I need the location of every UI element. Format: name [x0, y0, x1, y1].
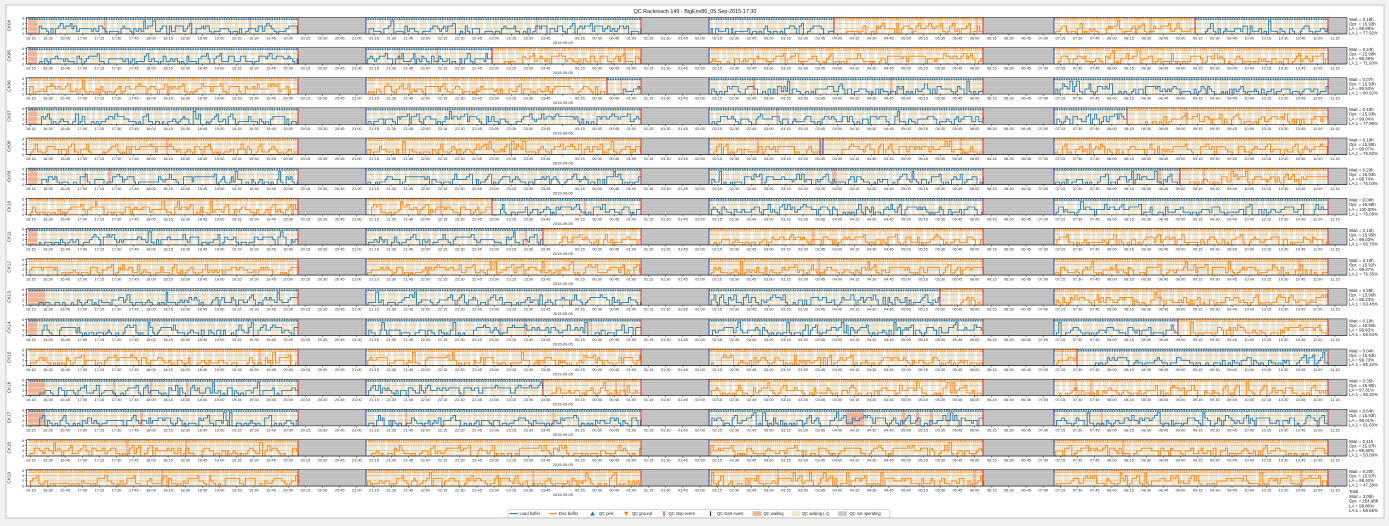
svg-text:0246: 0246: [22, 409, 24, 429]
svg-text:2015-09-05: 2015-09-05: [553, 372, 573, 377]
svg-text:2015-09-05: 2015-09-05: [553, 221, 573, 226]
svg-text:2015-09-05: 2015-09-05: [553, 462, 573, 467]
svg-text:2015-09-05: 2015-09-05: [553, 40, 573, 45]
svg-text:2015-09-05: 2015-09-05: [553, 130, 573, 135]
svg-text:0246: 0246: [22, 378, 24, 398]
svg-text:2015-09-05: 2015-09-05: [553, 251, 573, 256]
svg-text:2015-09-05: 2015-09-05: [553, 492, 573, 497]
svg-text:0246: 0246: [22, 288, 24, 308]
svg-text:2015-09-05: 2015-09-05: [553, 191, 573, 196]
svg-text:0246: 0246: [22, 348, 24, 368]
svg-text:0246: 0246: [22, 469, 24, 489]
svg-text:0246: 0246: [22, 318, 24, 338]
svg-text:CK08: CK08: [7, 140, 12, 152]
svg-text:0246: 0246: [22, 228, 24, 248]
svg-text:CK06: CK06: [7, 80, 12, 92]
svg-text:2015-09-05: 2015-09-05: [553, 432, 573, 437]
svg-text:CK09: CK09: [7, 170, 12, 182]
svg-text:0246: 0246: [22, 439, 24, 459]
svg-text:CK04: CK04: [7, 19, 12, 31]
svg-text:CK05: CK05: [7, 50, 12, 62]
svg-text:2015-09-05: 2015-09-05: [553, 402, 573, 407]
svg-text:2015-09-05: 2015-09-05: [553, 70, 573, 75]
svg-text:CK16: CK16: [7, 381, 12, 393]
svg-text:CK19: CK19: [7, 472, 12, 484]
svg-text:0246: 0246: [22, 77, 24, 97]
svg-text:2015-09-05: 2015-09-05: [553, 341, 573, 346]
svg-text:0246: 0246: [22, 47, 24, 67]
svg-text:CK12: CK12: [7, 261, 12, 273]
svg-text:0246: 0246: [22, 167, 24, 187]
svg-text:CK18: CK18: [7, 442, 12, 454]
svg-text:QC Rackreach 149 - BigEnv86_05: QC Rackreach 149 - BigEnv86_05.Sep-2015-…: [634, 9, 757, 15]
svg-text:2015-09-05: 2015-09-05: [553, 161, 573, 166]
svg-text:CK15: CK15: [7, 351, 12, 363]
svg-text:CK10: CK10: [7, 200, 12, 212]
svg-text:CK14: CK14: [7, 321, 12, 333]
svg-text:CK13: CK13: [7, 291, 12, 303]
svg-text:0246: 0246: [22, 137, 24, 157]
svg-text:CK17: CK17: [7, 411, 12, 423]
svg-text:2015-09-05: 2015-09-05: [553, 311, 573, 316]
svg-text:0246: 0246: [22, 107, 24, 127]
svg-text:0246: 0246: [22, 258, 24, 278]
svg-text:CK07: CK07: [7, 110, 12, 122]
svg-text:CK11: CK11: [7, 231, 12, 243]
svg-text:2015-09-05: 2015-09-05: [553, 100, 573, 105]
svg-text:2015-09-05: 2015-09-05: [553, 281, 573, 286]
svg-text:0246: 0246: [22, 198, 24, 218]
svg-text:0246: 0246: [22, 17, 24, 37]
